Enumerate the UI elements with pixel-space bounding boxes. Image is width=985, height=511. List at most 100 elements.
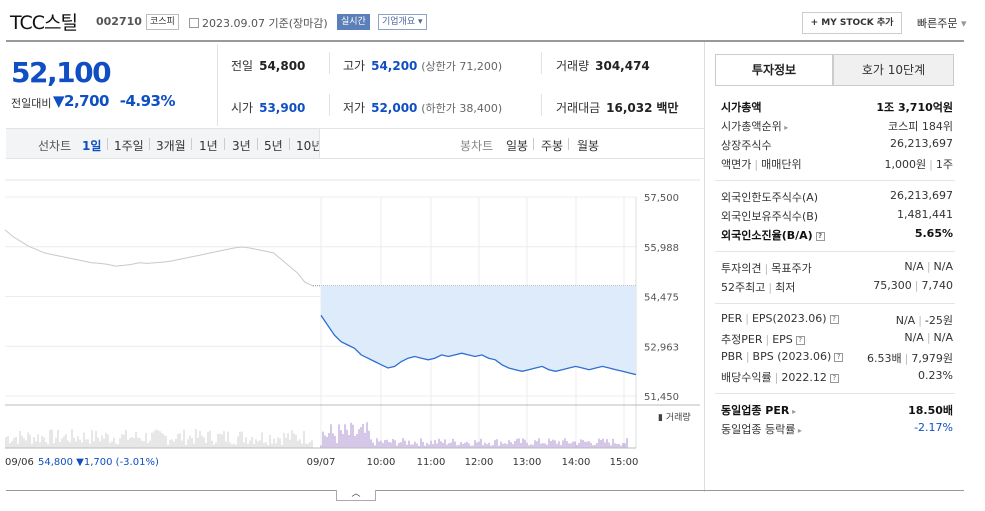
header-divider bbox=[6, 40, 964, 42]
period-tab-3y[interactable]: 3년 bbox=[232, 139, 251, 153]
divider bbox=[533, 138, 534, 150]
quote-date: 2023.09.07 기준(장마감) bbox=[189, 15, 328, 31]
y-tick-label: 57,500 bbox=[644, 193, 679, 204]
dividend-row: 배당수익률 | 2022.12? 0.23% bbox=[721, 369, 953, 384]
divider bbox=[191, 138, 192, 150]
x-tick-label: 15:00 bbox=[610, 457, 639, 468]
add-my-stock-button[interactable]: + MY STOCK 추가 bbox=[802, 12, 902, 34]
period-bar: 선차트 1일 1주일 3개월 1년 3년 5년 10년 봉차트 일봉 주봉 월봉 bbox=[6, 128, 704, 159]
divider bbox=[329, 52, 330, 74]
sector-per-row[interactable]: 동일업종 PER ▸ 18.50배 bbox=[721, 404, 953, 417]
open-price: 시가 53,900 bbox=[231, 101, 306, 115]
period-tab-1w[interactable]: 1주일 bbox=[114, 139, 144, 153]
divider bbox=[257, 138, 258, 150]
prev-day-line bbox=[4, 229, 314, 287]
divider bbox=[541, 52, 542, 74]
stock-header: TCC스틸 002710 코스피 2023.09.07 기준(장마감) 실시간 … bbox=[0, 0, 985, 40]
prev-day-close: 54,800 ▼1,700 (-3.01%) bbox=[38, 457, 159, 468]
investment-info-panel: 투자정보 호가 10단계 시가총액 1조 3,710억원 시가총액순위 ▸ 코스피 … bbox=[704, 42, 964, 492]
foreign-exhaustion-row: 외국인소진율(B/A)? 5.65% bbox=[721, 227, 953, 242]
chevron-right-icon: ▸ bbox=[781, 123, 789, 132]
par-value-row: 액면가 | 매매단위 1,000원 | 1주 bbox=[721, 158, 953, 171]
52week-row: 52주최고 | 최저 75,300 | 7,740 bbox=[721, 279, 953, 294]
divider bbox=[541, 94, 542, 116]
bottom-divider bbox=[6, 490, 964, 491]
quick-order-button[interactable]: 빠른주문 ▾ bbox=[917, 17, 967, 30]
x-tick-label: 14:00 bbox=[562, 457, 591, 468]
change-label: 전일대비 bbox=[11, 97, 52, 110]
x-tick-label: 09/07 bbox=[307, 457, 336, 468]
period-tab-10y[interactable]: 10년 bbox=[296, 139, 323, 153]
period-tab-1d[interactable]: 1일 bbox=[82, 139, 102, 153]
x-tick-label: 10:00 bbox=[367, 457, 396, 468]
current-price: 52,100 bbox=[11, 56, 112, 89]
candle-tab-weekly[interactable]: 주봉 bbox=[541, 139, 564, 153]
y-tick-label: 52,963 bbox=[644, 342, 679, 353]
prev-close: 전일 54,800 bbox=[231, 59, 306, 73]
help-icon[interactable]: ? bbox=[795, 336, 805, 345]
volume: 거래량 304,474 bbox=[556, 59, 650, 73]
y-tick-label: 55,988 bbox=[644, 243, 679, 254]
divider bbox=[715, 251, 955, 252]
help-icon[interactable]: ? bbox=[834, 353, 844, 362]
divider bbox=[107, 138, 108, 150]
foreign-limit-row: 외국인한도주식수(A) 26,213,697 bbox=[721, 189, 953, 204]
divider bbox=[568, 138, 569, 150]
divider bbox=[329, 94, 330, 116]
divider bbox=[715, 180, 955, 181]
x-tick-label: 12:00 bbox=[465, 457, 494, 468]
sector-change-row[interactable]: 동일업종 등락률 ▸ -2.17% bbox=[721, 421, 953, 436]
help-icon[interactable]: ? bbox=[815, 232, 825, 241]
candle-section: 봉차트 일봉 주봉 월봉 bbox=[319, 129, 704, 158]
per-row: PER | EPS(2023.06)? N/A | -25원 bbox=[721, 312, 953, 327]
period-tab-5y[interactable]: 5년 bbox=[264, 139, 283, 153]
help-icon[interactable]: ? bbox=[829, 374, 839, 383]
down-triangle-icon: ▼ bbox=[53, 92, 65, 110]
divider bbox=[833, 85, 954, 86]
pbr-row: PBR | BPS (2023.06)? 6.53배 | 7,979원 bbox=[721, 350, 953, 365]
price-chart-svg: 57,500 55,988 54,475 52,963 51,450 ▮ 거래량 09/07… bbox=[4, 179, 700, 468]
market-badge: 코스피 bbox=[146, 14, 179, 30]
today-area-fill bbox=[321, 285, 636, 375]
candle-tab-daily[interactable]: 일봉 bbox=[506, 139, 529, 153]
trade-amount: 거래대금 16,032 백만 bbox=[556, 101, 679, 115]
x-tick-label: 11:00 bbox=[417, 457, 446, 468]
collapse-chart-button[interactable]: ︿ bbox=[336, 490, 376, 501]
tab-orderbook[interactable]: 호가 10단계 bbox=[833, 54, 954, 86]
period-tab-3m[interactable]: 3개월 bbox=[156, 139, 186, 153]
divider bbox=[289, 138, 290, 150]
low-price: 저가 52,000 (하한가 38,400) bbox=[343, 101, 503, 115]
chevron-up-icon: ︿ bbox=[351, 489, 361, 499]
today-price-line bbox=[320, 315, 637, 376]
candle-chart-label: 봉차트 bbox=[460, 139, 494, 153]
high-price: 고가 54,200 (상한가 71,200) bbox=[343, 59, 503, 73]
help-icon[interactable]: ? bbox=[829, 315, 839, 324]
stock-name: TCC스틸 bbox=[10, 12, 78, 34]
foreign-holding-row: 외국인보유주식수(B) 1,481,441 bbox=[721, 208, 953, 223]
prev-day-label: 09/06 bbox=[5, 457, 34, 468]
listed-shares-row: 상장주식수 26,213,697 bbox=[721, 137, 953, 152]
calendar-icon bbox=[189, 18, 199, 28]
chevron-down-icon: ▾ bbox=[415, 17, 423, 27]
price-chart[interactable]: 57,500 55,988 54,475 52,963 51,450 ▮ 거래량 09/07… bbox=[0, 160, 700, 500]
divider bbox=[715, 303, 955, 304]
stock-code: 002710 bbox=[96, 15, 142, 28]
divider bbox=[217, 44, 218, 126]
divider bbox=[149, 138, 150, 150]
chevron-right-icon: ▸ bbox=[795, 426, 802, 435]
opinion-row: 투자의견 | 목표주가 N/A | N/A bbox=[721, 260, 953, 275]
tab-investment-info[interactable]: 투자정보 bbox=[715, 54, 833, 86]
y-tick-label: 51,450 bbox=[644, 392, 679, 403]
chevron-down-icon: ▾ bbox=[957, 17, 967, 30]
realtime-button[interactable]: 실시간 bbox=[337, 14, 370, 30]
volume-label: ▮ 거래량 bbox=[658, 411, 691, 423]
price-change: ▼2,700 -4.93% bbox=[53, 92, 176, 110]
divider bbox=[224, 138, 225, 150]
market-cap-rank-row[interactable]: 시가총액순위 ▸ 코스피 184위 bbox=[721, 120, 953, 133]
period-tab-1y[interactable]: 1년 bbox=[199, 139, 218, 153]
candle-tab-monthly[interactable]: 월봉 bbox=[577, 139, 600, 153]
company-overview-button[interactable]: 기업개요 ▾ bbox=[378, 14, 427, 30]
divider bbox=[715, 393, 955, 394]
x-tick-label: 13:00 bbox=[513, 457, 542, 468]
market-cap-row: 시가총액 1조 3,710억원 bbox=[721, 101, 953, 114]
